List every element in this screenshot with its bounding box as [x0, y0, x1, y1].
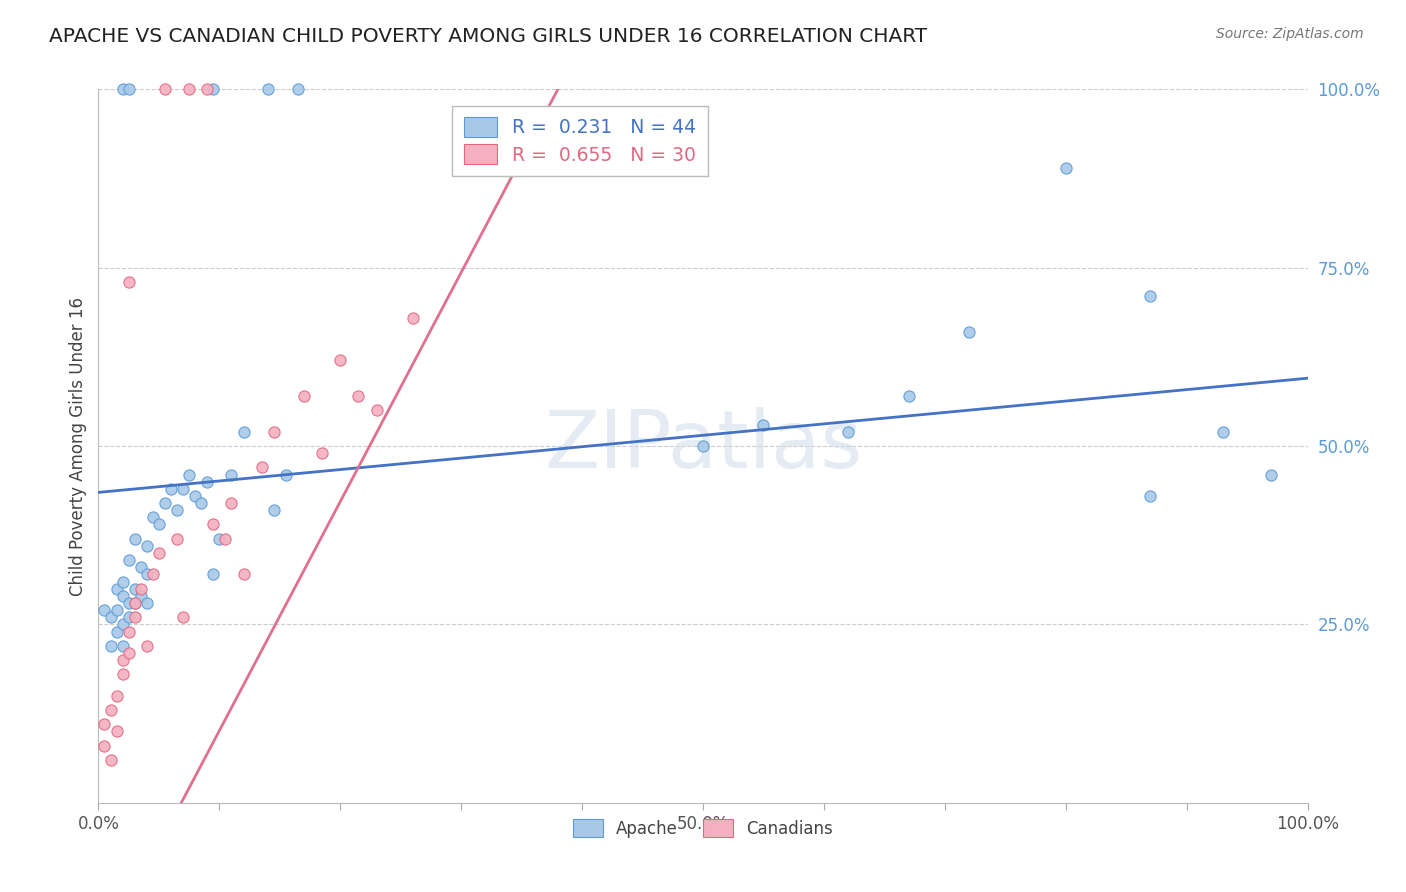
Point	[752, 417, 775, 432]
Point	[124, 596, 146, 610]
Point	[100, 639, 122, 653]
Point	[111, 574, 134, 589]
Point	[118, 596, 141, 610]
Point	[111, 639, 134, 653]
Point	[195, 475, 218, 489]
Point	[837, 425, 859, 439]
Text: Source: ZipAtlas.com: Source: ZipAtlas.com	[1216, 27, 1364, 41]
Point	[1212, 425, 1234, 439]
Point	[100, 753, 122, 767]
Point	[93, 739, 115, 753]
Point	[366, 403, 388, 417]
Point	[195, 82, 218, 96]
Point	[274, 467, 297, 482]
Point	[111, 667, 134, 681]
Point	[135, 567, 157, 582]
Point	[142, 510, 165, 524]
Point	[692, 439, 714, 453]
Legend: Apache, Canadians: Apache, Canadians	[567, 813, 839, 845]
Point	[1260, 467, 1282, 482]
Y-axis label: Child Poverty Among Girls Under 16: Child Poverty Among Girls Under 16	[69, 296, 87, 596]
Point	[232, 425, 254, 439]
Point	[135, 639, 157, 653]
Point	[153, 496, 176, 510]
Point	[263, 425, 285, 439]
Point	[292, 389, 315, 403]
Point	[124, 532, 146, 546]
Point	[111, 82, 134, 96]
Point	[202, 82, 225, 96]
Point	[105, 582, 128, 596]
Point	[897, 389, 920, 403]
Point	[256, 82, 278, 96]
Point	[111, 589, 134, 603]
Point	[202, 517, 225, 532]
Point	[179, 82, 201, 96]
Point	[347, 389, 370, 403]
Point	[105, 689, 128, 703]
Point	[118, 646, 141, 660]
Point	[111, 653, 134, 667]
Point	[1139, 289, 1161, 303]
Point	[118, 275, 141, 289]
Point	[118, 610, 141, 624]
Point	[957, 325, 980, 339]
Point	[402, 310, 425, 325]
Point	[202, 567, 225, 582]
Point	[172, 482, 194, 496]
Point	[135, 539, 157, 553]
Point	[221, 496, 243, 510]
Point	[105, 624, 128, 639]
Point	[1054, 161, 1077, 175]
Point	[184, 489, 207, 503]
Point	[105, 603, 128, 617]
Point	[118, 624, 141, 639]
Point	[124, 596, 146, 610]
Point	[105, 724, 128, 739]
Point	[129, 582, 152, 596]
Point	[1139, 489, 1161, 503]
Point	[160, 482, 183, 496]
Point	[93, 717, 115, 731]
Point	[232, 567, 254, 582]
Point	[311, 446, 333, 460]
Point	[214, 532, 236, 546]
Point	[287, 82, 309, 96]
Point	[100, 610, 122, 624]
Text: APACHE VS CANADIAN CHILD POVERTY AMONG GIRLS UNDER 16 CORRELATION CHART: APACHE VS CANADIAN CHILD POVERTY AMONG G…	[49, 27, 928, 45]
Point	[166, 532, 188, 546]
Point	[118, 82, 141, 96]
Point	[142, 567, 165, 582]
Point	[263, 503, 285, 517]
Point	[100, 703, 122, 717]
Point	[329, 353, 352, 368]
Point	[124, 610, 146, 624]
Text: ZIPatlas: ZIPatlas	[544, 407, 862, 485]
Point	[179, 467, 201, 482]
Point	[148, 517, 170, 532]
Point	[221, 467, 243, 482]
Point	[118, 553, 141, 567]
Point	[148, 546, 170, 560]
Point	[135, 596, 157, 610]
Point	[124, 582, 146, 596]
Point	[166, 503, 188, 517]
Point	[153, 82, 176, 96]
Point	[93, 603, 115, 617]
Point	[172, 610, 194, 624]
Point	[111, 617, 134, 632]
Point	[208, 532, 231, 546]
Point	[129, 589, 152, 603]
Point	[250, 460, 273, 475]
Point	[190, 496, 212, 510]
Point	[129, 560, 152, 574]
